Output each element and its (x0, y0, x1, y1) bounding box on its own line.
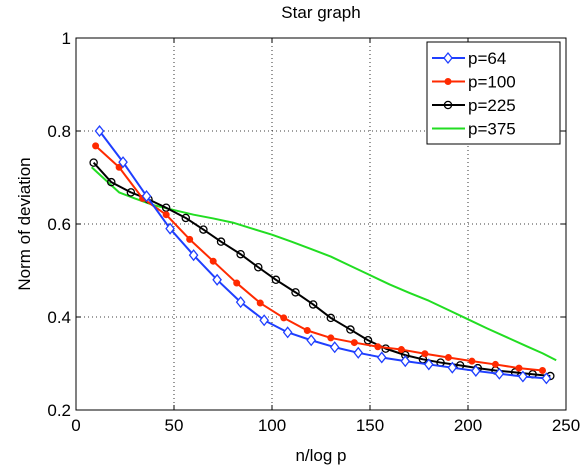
data-point (282, 326, 293, 339)
data-point (447, 361, 458, 374)
data-point (326, 313, 336, 323)
legend-item: p=375 (432, 120, 516, 139)
data-point (353, 346, 364, 359)
series-layer (89, 124, 557, 385)
data-point (209, 257, 217, 265)
data-point (397, 346, 405, 354)
x-axis-label: n/log p (295, 446, 346, 465)
data-point (346, 325, 355, 334)
legend-item: p=225 (432, 96, 516, 115)
series-p=225 (89, 158, 555, 381)
data-point (374, 343, 382, 351)
data-point (308, 300, 318, 309)
series-line (91, 166, 557, 362)
data-point (423, 358, 434, 371)
data-point (188, 249, 199, 262)
y-tick-label: 0.2 (47, 401, 71, 420)
data-point (126, 188, 136, 197)
data-point (271, 275, 281, 285)
data-point (350, 339, 358, 347)
data-point (376, 351, 387, 364)
legend-marker (443, 51, 453, 65)
data-point (236, 249, 245, 259)
series-p=100 (92, 142, 546, 374)
y-tick-label: 0.8 (47, 122, 71, 141)
data-point (118, 156, 128, 169)
data-point (400, 355, 411, 368)
y-tick-label: 1 (62, 29, 71, 48)
data-point (94, 124, 105, 138)
data-point (235, 296, 246, 309)
y-tick-label: 0.6 (47, 215, 71, 234)
data-point (89, 158, 98, 167)
x-tick-label: 0 (71, 416, 80, 435)
data-point (186, 235, 194, 243)
data-point (212, 273, 222, 286)
legend-label: p=375 (468, 120, 516, 139)
data-point (233, 279, 241, 287)
data-point (280, 314, 288, 322)
data-point (329, 341, 340, 354)
x-tick-label: 50 (165, 416, 184, 435)
series-line (98, 130, 547, 380)
data-point (518, 370, 528, 383)
data-point (254, 262, 263, 272)
legend-marker (443, 100, 453, 110)
data-point (494, 367, 505, 380)
axis-ticks: 0 50 100 150 200 250 0.2 0.4 0.6 0.8 1 (47, 29, 580, 435)
data-point (162, 211, 170, 219)
data-point (541, 372, 552, 385)
x-tick-label: 250 (552, 416, 580, 435)
legend-marker (444, 78, 452, 85)
x-tick-label: 150 (356, 416, 384, 435)
y-tick-label: 0.4 (47, 308, 71, 327)
series-p=375 (91, 166, 557, 362)
data-point (444, 353, 452, 361)
data-point (259, 314, 269, 327)
data-point (327, 334, 335, 342)
data-point (471, 364, 481, 377)
data-point (181, 213, 191, 223)
data-point (421, 350, 429, 358)
data-point (92, 142, 100, 150)
data-point (199, 225, 208, 234)
legend: p=64 p=100 p=225 p=375 (426, 41, 561, 145)
legend-item: p=64 (432, 49, 506, 68)
data-point (363, 335, 373, 345)
data-point (468, 357, 476, 365)
data-point (216, 237, 226, 246)
data-point (256, 299, 264, 307)
series-line (94, 145, 543, 372)
legend-label: p=100 (468, 73, 516, 92)
x-tick-label: 100 (258, 416, 286, 435)
data-point (165, 222, 175, 235)
data-point (306, 334, 317, 347)
series-p=64 (94, 124, 552, 385)
data-point (538, 366, 546, 374)
legend-item: p=100 (432, 73, 516, 92)
x-tick-label: 200 (454, 416, 482, 435)
data-point (491, 360, 499, 368)
data-point (303, 326, 311, 334)
data-point (115, 163, 123, 171)
data-point (291, 288, 300, 297)
data-point (107, 177, 116, 187)
data-point (141, 190, 152, 203)
chart-title: Star graph (281, 3, 360, 22)
y-axis-label: Norm of deviation (15, 157, 34, 290)
data-point (515, 364, 523, 372)
legend-label: p=64 (468, 49, 506, 68)
legend-label: p=225 (468, 96, 516, 115)
